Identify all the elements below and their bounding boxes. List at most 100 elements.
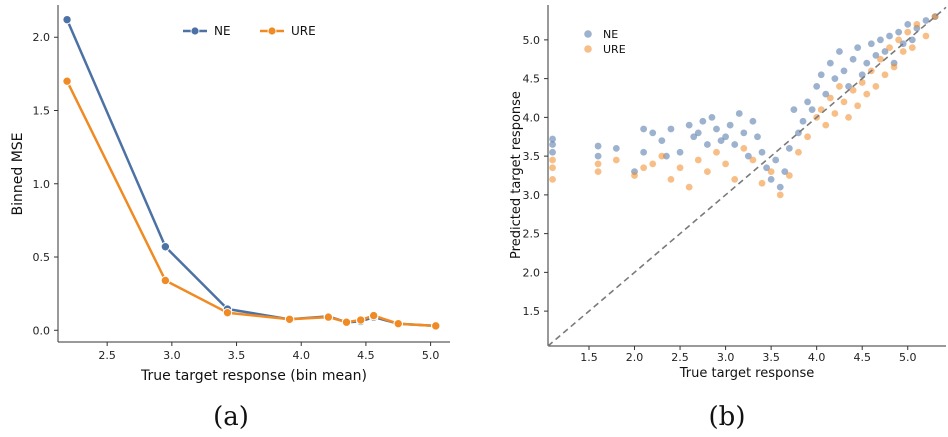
panel-b-point-ne xyxy=(667,125,675,133)
panel-a-y-axis-label: Binned MSE xyxy=(10,132,26,215)
panel-b-point-ure xyxy=(658,152,666,160)
panel-a-series-line-ne xyxy=(65,19,436,328)
panel-a-point-ure xyxy=(62,76,72,86)
panel-b-point-ne xyxy=(722,133,729,141)
panel-a-chart: 2.5 3.0 3.5 4.0 4.5 5.0 0.0 0.5 1.0 1.5 2.0 NE URE… xyxy=(10,5,450,432)
panel-b-point-ne xyxy=(822,90,830,98)
legend-ure-label: URE xyxy=(603,43,626,56)
panel-b-x-axis-label: True target response xyxy=(679,366,814,381)
panel-b-point-ne xyxy=(594,142,602,150)
panel-b-point-ne xyxy=(740,129,748,137)
panel-b-point-ne xyxy=(849,55,857,63)
panel-b-point-ne xyxy=(845,82,852,90)
panel-b-point-ure xyxy=(640,164,648,172)
panel-b-point-ne xyxy=(649,129,657,137)
panel-b-point-ure xyxy=(740,144,748,152)
panel-b-point-ure xyxy=(849,86,857,94)
panel-b-point-ure xyxy=(854,102,862,110)
panel-b-point-ne xyxy=(799,117,807,125)
panel-b-point-ne xyxy=(836,48,843,55)
panel-b-point-ure xyxy=(890,63,898,71)
panel-b-point-ure xyxy=(795,148,802,156)
legend-ne-label: NE xyxy=(603,28,618,41)
panel-a-caption: (a) xyxy=(213,402,249,432)
panel-b-x-tick-label: 5.0 xyxy=(899,351,917,364)
panel-b-point-ne xyxy=(840,67,848,75)
panel-b-point-ne xyxy=(676,148,684,156)
legend-ure-marker xyxy=(584,45,592,53)
panel-b-x-tick-label: 3.5 xyxy=(762,351,780,364)
panel-b-point-ure xyxy=(722,160,729,168)
panel-b-point-ne xyxy=(549,141,556,148)
panel-b-point-ure xyxy=(703,168,711,176)
panel-b-point-ure xyxy=(676,164,684,172)
panel-b-point-ure xyxy=(649,160,657,168)
panel-a-x-tick-label: 3.0 xyxy=(163,349,181,362)
legend-ure-marker xyxy=(267,26,277,36)
panel-b-point-ure xyxy=(785,172,793,179)
panel-b-point-ure xyxy=(694,156,702,164)
panel-b-point-ne xyxy=(813,82,821,90)
panel-b-point-ne xyxy=(754,133,761,141)
panel-b-point-ne xyxy=(640,148,648,156)
panel-a-point-ure xyxy=(222,307,233,318)
panel-a-point-ne xyxy=(62,14,72,25)
panel-b-point-ne xyxy=(922,17,930,24)
panel-b-point-ure xyxy=(612,156,620,164)
panel-b-x-tick-label: 1.5 xyxy=(580,351,598,364)
panel-b-caption: (b) xyxy=(709,402,746,432)
panel-b-point-ure xyxy=(899,48,907,55)
legend-ne-label: NE xyxy=(214,24,231,38)
panel-b-point-ure xyxy=(858,79,866,86)
panel-b-point-ure xyxy=(549,164,556,172)
panel-b-point-ne xyxy=(877,36,884,44)
panel-b-point-ure xyxy=(877,55,884,63)
panel-a-legend: NE URE xyxy=(183,24,316,38)
panel-b-point-ne xyxy=(708,113,716,121)
panel-b-point-ne xyxy=(690,133,698,141)
panel-a-x-tick-label: 4.0 xyxy=(292,349,310,362)
panel-b-point-ne xyxy=(872,51,880,59)
panel-b-point-ure xyxy=(913,20,921,28)
panel-b-point-ure xyxy=(685,183,693,191)
panel-b-point-ure xyxy=(922,32,930,40)
panel-b-point-ne xyxy=(735,110,743,117)
panel-b-point-ure xyxy=(836,82,843,90)
panel-a-point-ure xyxy=(160,275,171,286)
panel-b-point-ure xyxy=(758,179,766,187)
panel-b-point-ure xyxy=(831,110,839,117)
panel-b-y-tick-label: 3.5 xyxy=(523,150,541,163)
panel-b-point-ure xyxy=(731,175,739,183)
panel-b-point-ne xyxy=(826,59,834,67)
legend-ne-marker xyxy=(190,26,200,36)
panel-b-point-ure xyxy=(908,44,916,52)
panel-b-y-tick-label: 5.0 xyxy=(523,34,541,47)
panel-a-x-tick-label: 2.5 xyxy=(98,349,116,362)
panel-b-y-tick-label: 1.5 xyxy=(523,305,541,318)
panel-b-point-ure xyxy=(826,94,834,102)
panel-b-point-ure xyxy=(631,172,638,179)
panel-b-x-tick-label: 4.0 xyxy=(808,351,826,364)
panel-b-x-tick-label: 4.5 xyxy=(853,351,871,364)
panel-b-point-ne xyxy=(831,75,839,83)
panel-a-point-ure xyxy=(393,318,403,329)
legend-ne-marker xyxy=(584,30,592,38)
panel-b-point-ne xyxy=(612,144,620,152)
panel-b-point-ne xyxy=(594,152,602,160)
panel-b-point-ure xyxy=(804,133,811,141)
panel-b-point-ure xyxy=(594,168,602,176)
panel-b-point-ne xyxy=(726,121,734,129)
panel-a-y-tick-label: 1.0 xyxy=(33,178,51,191)
panel-b-point-ne xyxy=(731,141,739,148)
panel-b-point-ne xyxy=(804,98,811,106)
panel-a-point-ure xyxy=(284,314,295,324)
panel-b-point-ne xyxy=(717,137,725,145)
panel-b-point-ne xyxy=(658,137,666,145)
panel-b-point-ne xyxy=(863,59,871,67)
identity-diagonal-line xyxy=(547,6,947,347)
panel-b-point-ne xyxy=(699,117,707,125)
panel-a-y-tick-label: 0.0 xyxy=(33,324,51,337)
panel-b-point-ne xyxy=(808,106,816,114)
panel-b-point-ne xyxy=(904,20,912,28)
